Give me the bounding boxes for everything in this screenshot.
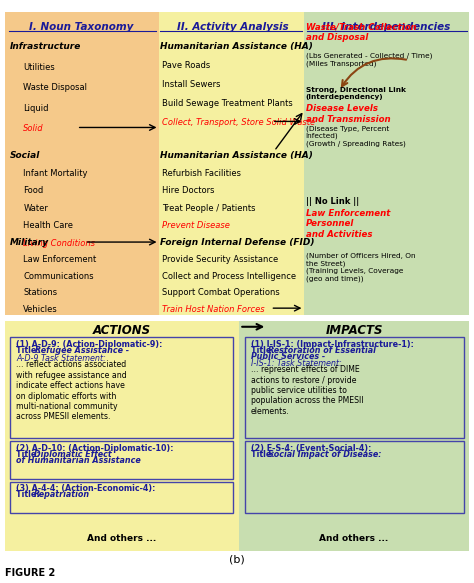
Text: And others ...: And others ... [87,533,156,543]
Text: Diplomatic Effect: Diplomatic Effect [34,450,112,459]
Text: Waste Disposal: Waste Disposal [23,83,87,92]
Text: Water: Water [23,204,48,213]
Bar [159,12,304,315]
Text: Build Sewage Treatment Plants: Build Sewage Treatment Plants [162,99,292,108]
Text: Utilities: Utilities [23,62,55,72]
Text: Food: Food [23,187,44,195]
Text: Treat People / Patients: Treat People / Patients [162,204,255,213]
Text: Stations: Stations [23,289,57,297]
Bar [10,336,233,438]
Bar [304,12,469,315]
Text: Support Combat Operations: Support Combat Operations [162,289,280,297]
Text: Pave Roads: Pave Roads [162,61,210,70]
Text: Communications: Communications [23,272,94,281]
Bar [239,321,469,551]
Text: (b): (b) [229,554,245,564]
Text: (Lbs Generated - Collected / Time)
(Miles Transported): (Lbs Generated - Collected / Time) (Mile… [306,52,432,66]
Text: (1) I-IS-1: (Impact-Infrastructure-1):: (1) I-IS-1: (Impact-Infrastructure-1): [251,340,414,349]
Text: Social: Social [9,151,40,160]
Text: Hire Doctors: Hire Doctors [162,187,214,195]
Text: Liquid: Liquid [23,104,49,113]
Bar [10,482,233,513]
Text: Title:: Title: [16,346,43,355]
Text: Foreign Internal Defense (FID): Foreign Internal Defense (FID) [160,238,315,247]
Text: ... represent effects of DIME
actions to restore / provide
public service utilit: ... represent effects of DIME actions to… [251,365,364,416]
Text: Law Enforcement: Law Enforcement [23,255,97,264]
Bar [246,336,464,438]
Text: (2) A-D-10: (Action-Diplomatic-10):: (2) A-D-10: (Action-Diplomatic-10): [16,444,174,453]
Text: || No Link ||: || No Link || [306,196,359,206]
Text: Prevent Disease: Prevent Disease [162,222,229,230]
Text: Social Impact of Disease:: Social Impact of Disease: [268,450,381,459]
Text: Living Conditions: Living Conditions [23,239,95,248]
Text: III. Interdependencies: III. Interdependencies [321,22,450,32]
Text: Repatriation: Repatriation [34,490,90,499]
Text: Title:: Title: [251,346,277,355]
Text: II. Activity Analysis: II. Activity Analysis [176,22,288,32]
Text: Refurbish Facilities: Refurbish Facilities [162,168,241,178]
Text: (3) A-4-4: (Action-Economic-4):: (3) A-4-4: (Action-Economic-4): [16,484,156,493]
Text: Disease Levels
and Transmission: Disease Levels and Transmission [306,104,391,124]
Text: Military: Military [9,238,48,247]
Text: Title:: Title: [251,450,277,459]
Text: And others ...: And others ... [319,533,389,543]
Text: FIGURE 2: FIGURE 2 [5,568,55,578]
Text: I. Noun Taxonomy: I. Noun Taxonomy [29,22,134,32]
Bar [246,441,464,513]
Text: (a): (a) [229,330,245,340]
Text: Infant Mortality: Infant Mortality [23,168,88,178]
Text: Collect and Process Intelligence: Collect and Process Intelligence [162,272,296,281]
Text: Law Enforcement
Personnel
and Activities: Law Enforcement Personnel and Activities [306,209,390,238]
Text: Infrastructure: Infrastructure [9,42,81,51]
Text: (2) E-S-4: (Event-Social-4):: (2) E-S-4: (Event-Social-4): [251,444,371,453]
Text: Humanitarian Assistance (HA): Humanitarian Assistance (HA) [160,42,313,51]
Text: Waste/Trash Collection
and Disposal: Waste/Trash Collection and Disposal [306,22,416,41]
Text: of Humanitarian Assistance: of Humanitarian Assistance [16,456,141,465]
Bar [5,321,239,551]
Text: Refugee Assistance -: Refugee Assistance - [35,346,129,355]
Text: Provide Security Assistance: Provide Security Assistance [162,255,278,264]
Text: Strong, Directional Link
(Interdependency): Strong, Directional Link (Interdependenc… [306,87,406,100]
Text: (1) A-D-9: (Action-Diplomatic-9):: (1) A-D-9: (Action-Diplomatic-9): [16,340,163,349]
Text: Officers: Officers [23,322,56,331]
Text: Humanitarian Assistance (HA): Humanitarian Assistance (HA) [160,151,313,160]
Text: IMPACTS: IMPACTS [325,324,383,338]
Text: Train Host Nation Forces: Train Host Nation Forces [162,305,264,314]
Text: Restoration of Essential: Restoration of Essential [268,346,375,355]
Text: Solid: Solid [23,124,44,134]
Text: I-IS-1: Task Statement:: I-IS-1: Task Statement: [251,359,342,368]
Text: (Number of Officers Hired, On
the Street)
(Training Levels, Coverage
(geo and ti: (Number of Officers Hired, On the Street… [306,252,415,282]
Text: (Disease Type, Percent
Infected)
(Growth / Spreading Rates): (Disease Type, Percent Infected) (Growth… [306,125,406,147]
Text: Collect, Transport, Store Solid Waste: Collect, Transport, Store Solid Waste [162,118,315,127]
Text: Vehicles: Vehicles [23,305,58,314]
Text: Health Care: Health Care [23,222,73,230]
Text: Public Services -: Public Services - [251,352,325,361]
Text: Install Sewers: Install Sewers [162,80,220,89]
Bar [5,12,159,315]
Text: Title:: Title: [16,450,43,459]
Bar [10,441,233,479]
Text: ... reflect actions associated
with refugee assistance and
indicate effect actio: ... reflect actions associated with refu… [16,360,127,422]
Text: A-D-9 Task Statement:: A-D-9 Task Statement: [16,354,106,363]
Text: ACTIONS: ACTIONS [93,324,151,338]
Text: Title:: Title: [16,490,43,499]
